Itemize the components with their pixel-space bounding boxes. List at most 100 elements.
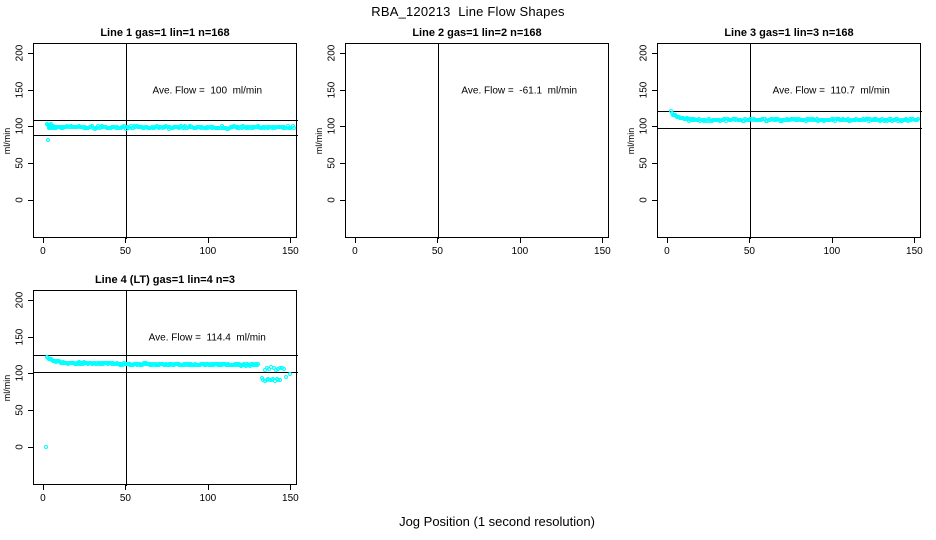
x-axis-tick [914, 238, 916, 243]
x-axis-tick [437, 238, 439, 243]
y-axis-tick [340, 126, 345, 128]
x-axis-tick [602, 238, 604, 243]
plot-area: Ave. Flow = 100 ml/min [33, 43, 298, 239]
flow-limit-line [34, 120, 298, 122]
vertical-reference-line [438, 44, 440, 239]
x-tick-label: 150 [906, 246, 923, 257]
flow-limit-line [658, 111, 922, 113]
plot-area: Ave. Flow = 110.7 ml/min [657, 43, 922, 239]
data-point [45, 138, 50, 143]
main-title: RBA_120213 Line Flow Shapes [371, 4, 565, 19]
subplot-3: Line 3 gas=1 lin=3 n=168 Ave. Flow = 110.… [624, 0, 936, 257]
ave-flow-annotation: Ave. Flow = -61.1 ml/min [461, 85, 578, 97]
y-axis-label: ml/min [626, 127, 636, 154]
y-tick-label: 50 [14, 404, 26, 416]
x-tick-label: 0 [352, 246, 358, 257]
subplot-title: Line 1 gas=1 lin=1 n=168 [100, 27, 230, 39]
y-tick-label: 100 [638, 118, 650, 135]
ave-flow-annotation: Ave. Flow = 114.4 ml/min [148, 332, 266, 344]
vertical-reference-line [126, 291, 128, 486]
subplot-1: Line 1 gas=1 lin=1 n=168 Ave. Flow = 100 … [0, 0, 312, 257]
y-axis-tick [340, 163, 345, 165]
x-tick-label: 50 [119, 246, 131, 257]
y-tick-label: 200 [326, 44, 338, 61]
x-axis-tick [290, 238, 292, 243]
y-axis-tick [28, 299, 33, 301]
y-axis-tick [28, 336, 33, 338]
subplot-title: Line 4 (LT) gas=1 lin=4 n=3 [94, 274, 236, 286]
y-tick-label: 100 [14, 365, 26, 382]
data-point [282, 366, 287, 371]
y-axis-tick [28, 52, 33, 54]
flow-limit-line [34, 372, 298, 374]
y-axis-tick [652, 163, 657, 165]
y-tick-label: 0 [14, 444, 26, 451]
x-tick-label: 150 [282, 493, 299, 504]
y-tick-label: 0 [638, 197, 650, 204]
y-tick-label: 50 [14, 157, 26, 169]
y-tick-label: 0 [14, 197, 26, 204]
y-tick-label: 150 [14, 81, 26, 98]
data-point [287, 372, 292, 377]
data-point [43, 444, 48, 449]
subplot-title: Line 3 gas=1 lin=3 n=168 [724, 27, 854, 39]
data-point [277, 377, 282, 382]
vertical-reference-line [750, 44, 752, 239]
y-axis-tick [28, 373, 33, 375]
y-axis-tick [652, 200, 657, 202]
ave-flow-annotation: Ave. Flow = 110.7 ml/min [772, 85, 890, 97]
x-axis-tick [290, 485, 292, 490]
x-axis-tick [666, 238, 668, 243]
x-axis-tick [207, 238, 209, 243]
flow-limit-line [34, 134, 298, 136]
x-tick-label: 50 [431, 246, 443, 257]
y-tick-label: 150 [326, 81, 338, 98]
y-tick-label: 50 [638, 157, 650, 169]
flow-limit-line [658, 127, 922, 129]
y-tick-label: 150 [14, 328, 26, 345]
y-axis-tick [652, 89, 657, 91]
x-axis-tick [831, 238, 833, 243]
data-point [263, 367, 267, 372]
subplot-title: Line 2 gas=1 lin=2 n=168 [412, 27, 542, 39]
x-tick-label: 0 [664, 246, 670, 257]
y-tick-label: 0 [326, 197, 338, 204]
y-axis-tick [652, 52, 657, 54]
x-tick-label: 100 [511, 246, 529, 257]
x-axis-tick [42, 238, 44, 243]
x-tick-label: 50 [743, 246, 755, 257]
x-axis-tick [354, 238, 356, 243]
flow-limit-line [34, 355, 298, 357]
x-tick-label: 150 [282, 246, 299, 257]
data-point [275, 366, 280, 371]
x-tick-label: 100 [823, 246, 841, 257]
y-axis-label: ml/min [2, 127, 12, 154]
y-axis-label: ml/min [314, 127, 324, 154]
y-axis-tick [28, 89, 33, 91]
y-axis-tick [28, 200, 33, 202]
y-axis-tick [340, 89, 345, 91]
y-axis-tick [28, 163, 33, 165]
y-axis-tick [28, 447, 33, 449]
y-tick-label: 200 [14, 44, 26, 61]
plot-area: Ave. Flow = 114.4 ml/min [33, 290, 298, 486]
subplot-4: Line 4 (LT) gas=1 lin=4 n=3 Ave. Flow = 1… [0, 247, 312, 504]
x-axis-tick [749, 238, 751, 243]
x-tick-label: 0 [40, 493, 46, 504]
x-tick-label: 50 [119, 493, 131, 504]
y-axis-tick [28, 410, 33, 412]
x-tick-label: 0 [40, 246, 46, 257]
data-point [278, 366, 282, 371]
x-axis-outer-label: Jog Position (1 second resolution) [399, 514, 595, 529]
data-point [256, 362, 261, 367]
y-axis-tick [340, 52, 345, 54]
ave-flow-annotation: Ave. Flow = 100 ml/min [152, 85, 263, 97]
vertical-reference-line [126, 44, 128, 239]
x-axis-tick [125, 238, 127, 243]
x-tick-label: 150 [594, 246, 611, 257]
y-tick-label: 200 [14, 291, 26, 308]
x-axis-tick [519, 238, 521, 243]
data-point [283, 375, 288, 380]
x-axis-tick [42, 485, 44, 490]
